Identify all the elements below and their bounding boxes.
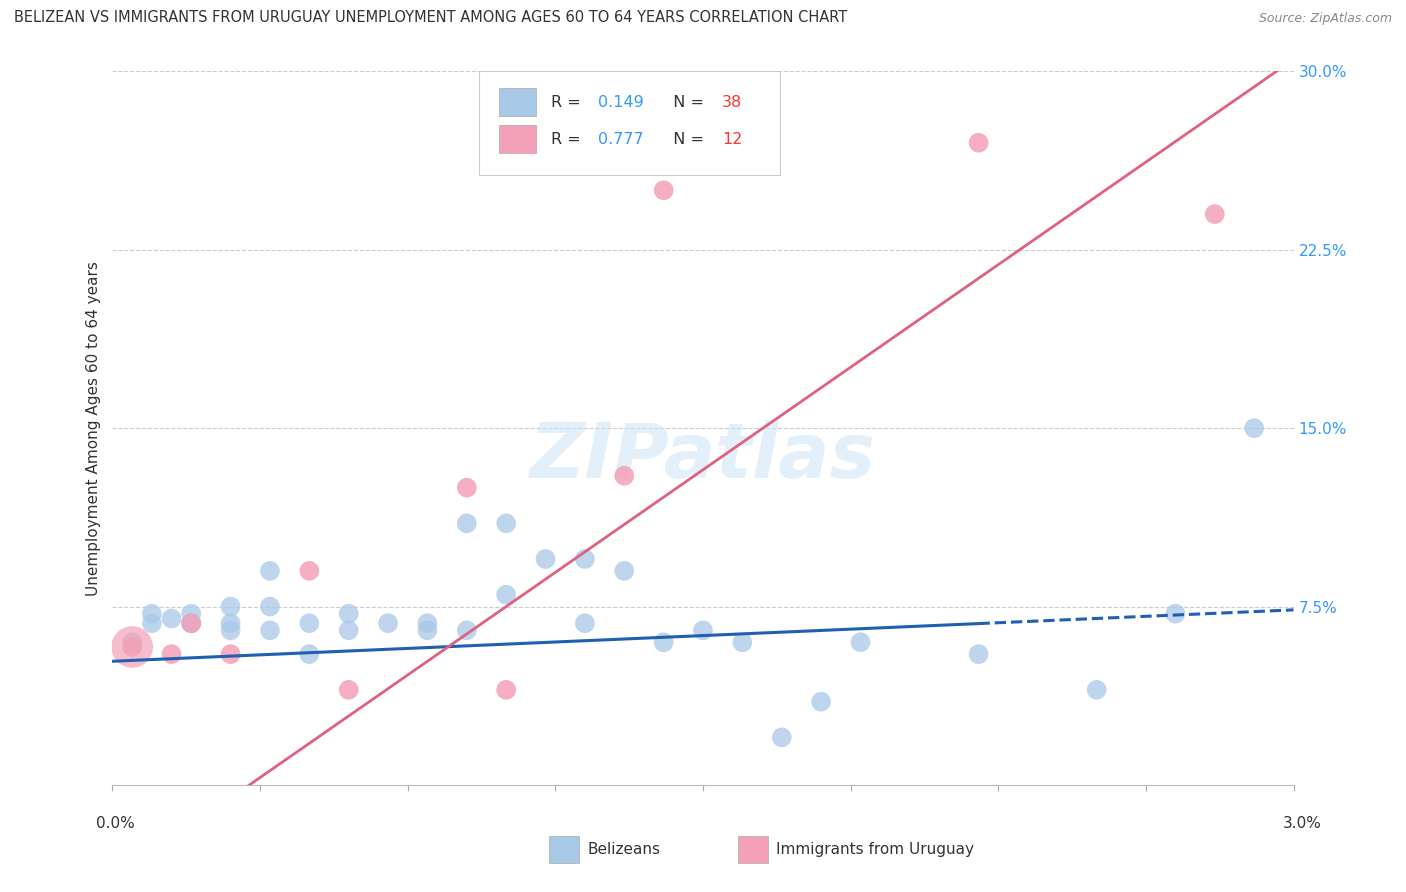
Point (456, 516, 478, 531)
Point (259, 564, 281, 578)
Point (160, 611, 183, 625)
Text: Source: ZipAtlas.com: Source: ZipAtlas.com (1258, 12, 1392, 25)
Point (298, 616, 321, 631)
Point (298, 564, 321, 578)
FancyBboxPatch shape (478, 71, 780, 175)
Point (160, 647, 183, 661)
Text: R =: R = (551, 132, 585, 146)
Y-axis label: Unemployment Among Ages 60 to 64 years: Unemployment Among Ages 60 to 64 years (86, 260, 101, 596)
Point (613, 468, 636, 483)
Point (180, 607, 202, 621)
Point (967, 136, 990, 150)
Point (219, 616, 242, 631)
Text: ZIPatlas: ZIPatlas (530, 420, 876, 493)
Point (810, 695, 832, 709)
Point (495, 682, 517, 697)
Point (298, 647, 321, 661)
Text: R =: R = (551, 95, 585, 110)
Point (692, 624, 714, 638)
Text: 0.0%: 0.0% (96, 816, 135, 830)
Point (180, 616, 202, 631)
Point (967, 647, 990, 661)
Point (849, 635, 872, 649)
Point (219, 599, 242, 614)
Point (219, 624, 242, 638)
FancyBboxPatch shape (499, 87, 537, 116)
Point (121, 640, 143, 654)
FancyBboxPatch shape (499, 125, 537, 153)
Text: 12: 12 (721, 132, 742, 146)
Point (337, 607, 360, 621)
Point (456, 481, 478, 495)
Text: 0.149: 0.149 (598, 95, 644, 110)
FancyBboxPatch shape (550, 837, 579, 863)
Point (141, 607, 163, 621)
Point (337, 682, 360, 697)
Point (652, 183, 675, 197)
Point (495, 516, 517, 531)
Point (377, 616, 399, 631)
Point (416, 616, 439, 631)
Point (121, 635, 143, 649)
Point (337, 624, 360, 638)
Point (456, 624, 478, 638)
Text: 3.0%: 3.0% (1282, 816, 1322, 830)
Point (1243, 421, 1265, 435)
Point (495, 588, 517, 602)
Point (613, 564, 636, 578)
Point (574, 552, 596, 566)
Point (1085, 682, 1108, 697)
Point (534, 552, 557, 566)
Point (180, 616, 202, 631)
Text: Belizeans: Belizeans (588, 842, 661, 856)
Point (180, 616, 202, 631)
Text: N =: N = (662, 132, 709, 146)
Point (219, 647, 242, 661)
Text: BELIZEAN VS IMMIGRANTS FROM URUGUAY UNEMPLOYMENT AMONG AGES 60 TO 64 YEARS CORRE: BELIZEAN VS IMMIGRANTS FROM URUGUAY UNEM… (14, 11, 848, 25)
Point (416, 624, 439, 638)
Point (259, 624, 281, 638)
Point (652, 635, 675, 649)
Point (731, 635, 754, 649)
Text: Immigrants from Uruguay: Immigrants from Uruguay (776, 842, 974, 856)
FancyBboxPatch shape (738, 837, 768, 863)
Text: N =: N = (662, 95, 709, 110)
Point (574, 616, 596, 631)
Text: 38: 38 (721, 95, 742, 110)
Point (1204, 207, 1226, 221)
Point (141, 616, 163, 631)
Point (121, 640, 143, 654)
Point (1164, 607, 1187, 621)
Point (259, 599, 281, 614)
Text: 0.777: 0.777 (598, 132, 644, 146)
Point (770, 731, 793, 745)
